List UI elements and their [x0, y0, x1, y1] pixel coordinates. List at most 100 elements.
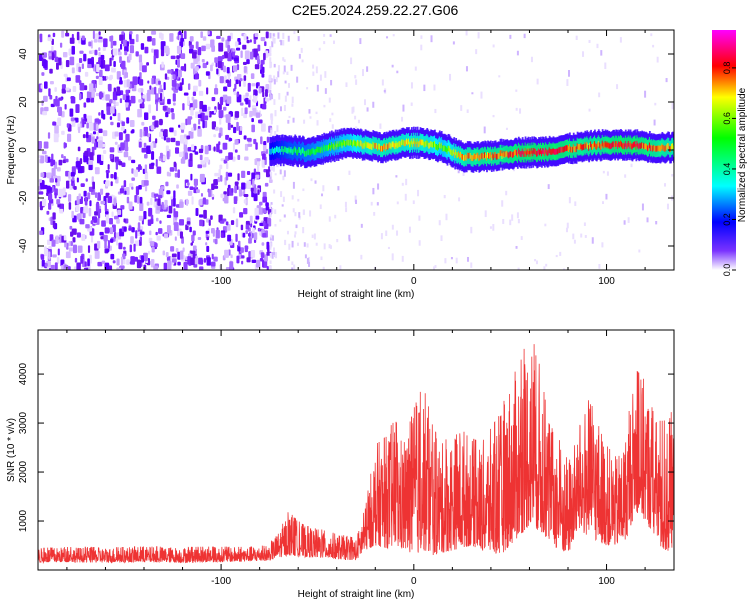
noise-cell-faint [322, 185, 325, 192]
noise-cell [155, 231, 158, 236]
noise-cell [197, 128, 202, 137]
signal-core [398, 141, 401, 148]
noise-cell [95, 92, 100, 97]
noise-cell [211, 96, 216, 102]
noise-cell-faint [269, 32, 272, 39]
noise-cell-faint [296, 76, 299, 83]
noise-cell-faint [300, 47, 303, 53]
noise-cell [183, 92, 189, 96]
noise-cell [260, 59, 265, 65]
signal-core [363, 143, 366, 149]
noise-cell [171, 87, 175, 91]
noise-cell-faint [328, 244, 331, 249]
noise-cell [78, 193, 81, 200]
noise-cell [262, 91, 265, 98]
noise-cell [214, 238, 218, 245]
signal-core [535, 149, 538, 155]
noise-cell-faint [373, 211, 376, 216]
signal-core [365, 141, 368, 148]
noise-cell-faint [331, 112, 334, 116]
noise-cell [117, 51, 122, 56]
signal-core [541, 150, 543, 157]
signal-core [383, 143, 386, 150]
noise-cell [100, 200, 106, 205]
noise-cell-faint [434, 265, 437, 268]
noise-cell [69, 56, 75, 66]
noise-cell [124, 50, 128, 56]
signal-core [605, 142, 608, 149]
signal-core [577, 144, 580, 151]
noise-cell-faint [362, 69, 365, 77]
noise-cell-faint [269, 62, 272, 69]
noise-cell [189, 186, 194, 190]
noise-cell [125, 102, 129, 108]
noise-cell-faint [269, 46, 272, 53]
noise-cell [44, 81, 48, 89]
noise-cell [137, 88, 141, 93]
signal-core [278, 146, 281, 153]
noise-cell [51, 186, 55, 192]
noise-cell-faint [302, 209, 305, 215]
noise-cell-faint [304, 254, 307, 259]
noise-cell [179, 40, 184, 48]
noise-cell-faint [323, 104, 326, 108]
noise-cell-faint [291, 103, 294, 107]
noise-cell [143, 252, 148, 262]
noise-cell [213, 109, 216, 114]
noise-cell-faint [386, 36, 389, 39]
noise-cell-faint [329, 245, 332, 249]
noise-cell [131, 186, 134, 190]
noise-cell-faint [312, 71, 315, 76]
noise-cell [107, 164, 110, 170]
noise-cell [38, 178, 43, 183]
signal-core [330, 142, 333, 148]
noise-cell-faint [387, 246, 390, 250]
noise-cell [155, 102, 158, 112]
noise-cell-faint [274, 131, 277, 138]
noise-cell [75, 104, 80, 114]
signal-core [655, 145, 658, 152]
noise-cell-faint [269, 96, 272, 101]
noise-cell [205, 230, 210, 234]
noise-cell-faint [298, 212, 301, 218]
noise-cell [177, 69, 182, 78]
noise-cell-faint [354, 115, 357, 120]
signal-core [543, 150, 546, 157]
signal-core [505, 151, 508, 158]
noise-cell [199, 154, 203, 161]
spectrogram-xtick-label: -100 [211, 276, 231, 287]
signal-core [526, 149, 529, 156]
noise-cell [147, 80, 150, 84]
signal-core [345, 141, 348, 147]
noise-cell [237, 173, 240, 181]
noise-cell [180, 66, 185, 71]
noise-cell [76, 213, 80, 220]
noise-cell [169, 167, 175, 172]
signal-core [388, 142, 391, 148]
signal-core [671, 143, 673, 150]
noise-cell [197, 46, 202, 56]
noise-cell [253, 95, 258, 103]
spectrogram-image [38, 30, 674, 270]
signal-core [477, 152, 480, 159]
noise-cell-faint [605, 193, 608, 200]
signal-core [521, 148, 524, 155]
signal-core [480, 153, 483, 160]
noise-cell [208, 219, 211, 226]
noise-cell [79, 218, 85, 225]
signal-core [441, 145, 444, 151]
noise-cell-faint [379, 123, 382, 129]
noise-cell [240, 255, 245, 259]
signal-core [418, 141, 421, 147]
noise-cell [170, 55, 176, 60]
noise-cell [51, 45, 54, 52]
noise-cell [258, 87, 262, 94]
signal-core [486, 154, 488, 161]
noise-cell [239, 78, 243, 82]
noise-cell [116, 267, 121, 270]
signal-core [469, 152, 472, 159]
noise-cell [85, 131, 89, 139]
signal-core [419, 138, 422, 145]
noise-cell-faint [269, 266, 272, 270]
